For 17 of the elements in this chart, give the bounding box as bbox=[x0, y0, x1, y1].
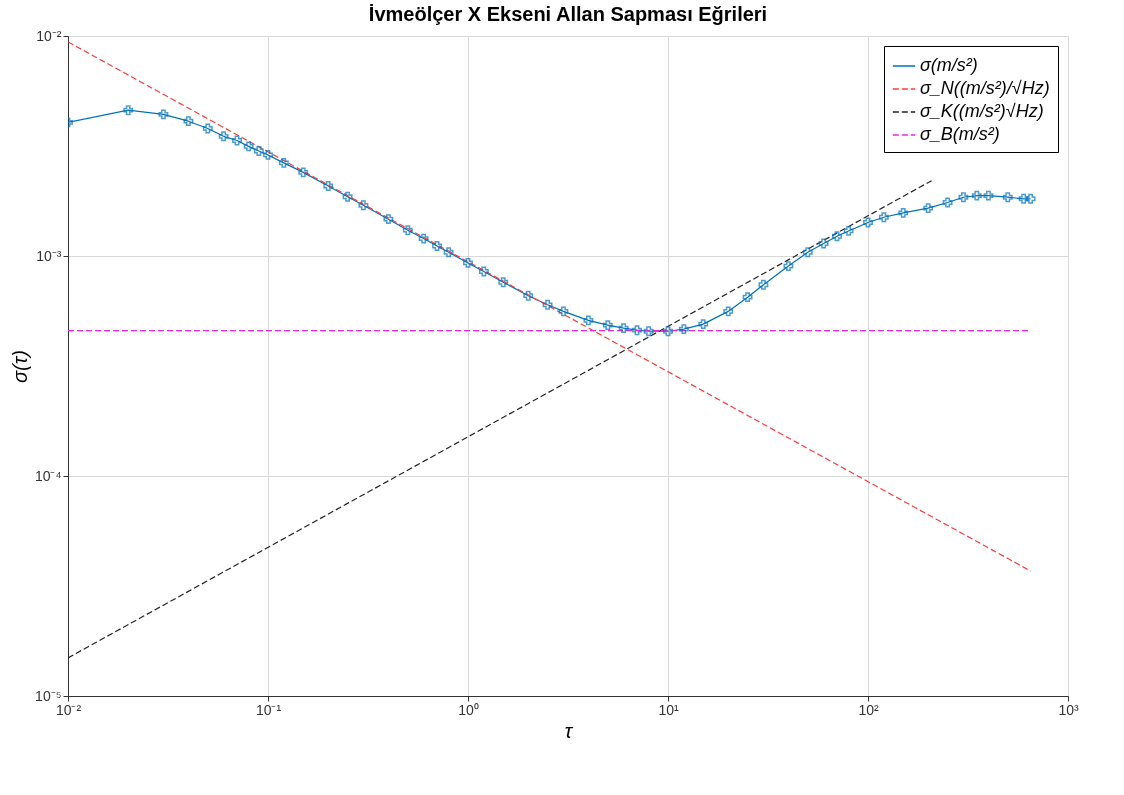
x-tick-label: 10⁻² bbox=[55, 701, 82, 718]
legend-label: σ_B(m/s²) bbox=[920, 124, 1000, 144]
y-axis-title: σ(τ) bbox=[8, 350, 31, 383]
x-axis-title: τ bbox=[564, 719, 574, 742]
x-tick-label: 10⁻¹ bbox=[255, 701, 282, 718]
x-tick-label: 10¹ bbox=[658, 701, 679, 718]
legend-label: σ(m/s²) bbox=[920, 55, 978, 75]
x-tick-label: 10² bbox=[858, 701, 879, 718]
chart-title: İvmeölçer X Ekseni Allan Sapması Eğrileri bbox=[368, 3, 768, 25]
y-tick-label: 10⁻² bbox=[36, 27, 62, 44]
y-tick-label: 10⁻³ bbox=[36, 247, 62, 264]
x-tick-label: 10³ bbox=[1058, 701, 1079, 718]
y-tick-label: 10⁻⁵ bbox=[35, 687, 62, 704]
x-tick-label: 10⁰ bbox=[458, 701, 479, 718]
y-tick-label: 10⁻⁴ bbox=[34, 467, 62, 484]
legend-label: σ_N((m/s²)/√Hz) bbox=[920, 78, 1050, 98]
legend-label: σ_K((m/s²)√Hz) bbox=[920, 101, 1044, 121]
